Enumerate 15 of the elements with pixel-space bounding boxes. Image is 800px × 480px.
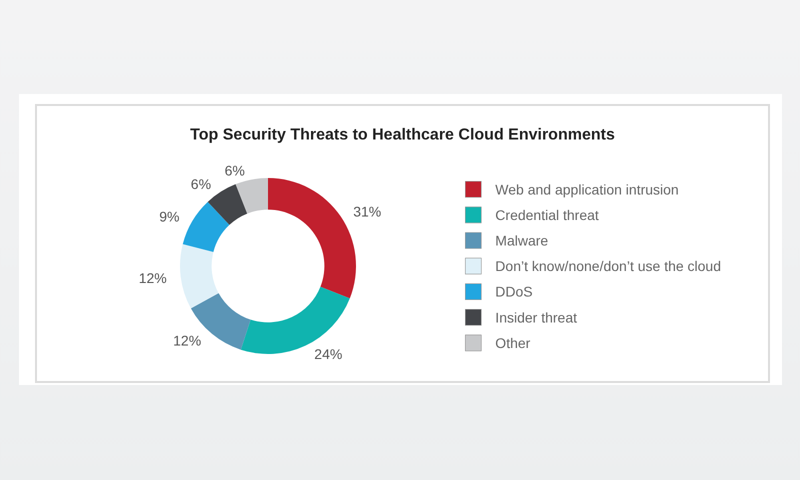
legend-label: Don’t know/none/don’t use the cloud: [495, 258, 722, 274]
legend-label: DDoS: [495, 284, 533, 300]
data-label: 12%: [173, 332, 202, 349]
data-label: 6%: [224, 162, 245, 179]
legend-label: Insider threat: [495, 309, 578, 326]
data-label: 6%: [190, 176, 212, 192]
chart-title: Top Security Threats to Healthcare Cloud Environments: [190, 126, 615, 144]
data-label: 9%: [159, 208, 180, 225]
data-label: 12%: [138, 270, 167, 286]
data-label: 24%: [314, 346, 342, 362]
data-label: 31%: [353, 203, 382, 220]
legend-label: Other: [495, 334, 531, 351]
legend-label: Malware: [495, 232, 548, 248]
legend-label: Credential threat: [495, 206, 599, 223]
legend-label: Web and application intrusion: [495, 181, 679, 198]
